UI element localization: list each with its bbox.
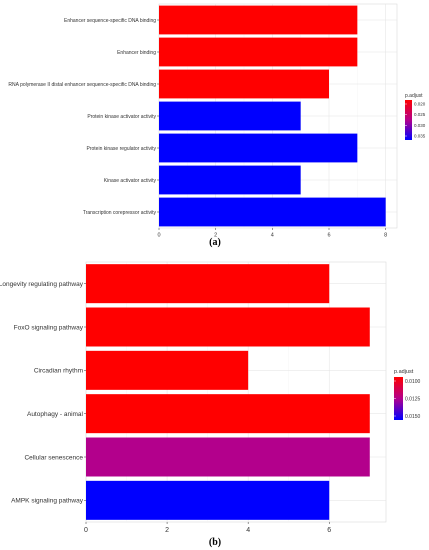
category-label: Protein kinase activator activity xyxy=(87,114,156,120)
category-label: Transcription corepressor activity xyxy=(83,210,157,216)
category-label: Enhancer sequence-specific DNA binding xyxy=(64,18,156,24)
category-label: FoxO signaling pathway xyxy=(14,324,84,331)
bar xyxy=(159,101,301,131)
bar xyxy=(86,394,370,434)
panel-b-x-tick-labels: 0 2 4 6 xyxy=(84,522,331,534)
legend-label: 0.030 xyxy=(414,123,426,128)
panel-a-category-labels: Enhancer sequence-specific DNA binding En… xyxy=(8,18,159,216)
bar xyxy=(86,437,370,477)
x-tick-label: 4 xyxy=(246,527,250,534)
panel-b-legend-title: p.adjust xyxy=(394,369,414,375)
bar xyxy=(159,37,358,67)
category-label: Kinase activator activity xyxy=(104,178,157,184)
bar xyxy=(159,133,358,163)
legend-label: 0.0125 xyxy=(405,396,421,402)
panel-a-legend-colorbar xyxy=(405,100,412,140)
x-tick-label: 2 xyxy=(165,527,169,534)
legend-label: 0.020 xyxy=(414,102,426,107)
bar xyxy=(86,264,330,304)
category-label: Enhancer binding xyxy=(117,50,156,56)
category-label: Protein kinase regulator activity xyxy=(87,146,157,152)
panel-b-chart: Longevity regulating pathway FoxO signali… xyxy=(0,261,421,548)
panel-b-category-labels: Longevity regulating pathway FoxO signali… xyxy=(0,281,86,505)
x-tick-label: 6 xyxy=(327,527,331,534)
x-tick-label: 8 xyxy=(384,233,387,239)
bar xyxy=(86,307,370,347)
panel-b-plot-area xyxy=(85,261,387,523)
bar xyxy=(159,197,386,227)
panel-b-legend: p.adjust 0.0100 0.0125 0.0150 xyxy=(394,369,421,420)
category-label: AMPK signaling pathway xyxy=(11,498,84,505)
panel-a-label: (a) xyxy=(209,237,221,248)
panel-a-legend-title: p.adjust xyxy=(405,93,423,99)
panel-b-legend-colorbar xyxy=(394,377,403,420)
panel-a-legend-labels: 0.020 0.025 0.030 0.035 xyxy=(405,102,426,139)
bar xyxy=(159,165,301,195)
category-label: Circadian rhythm xyxy=(34,368,83,375)
bar xyxy=(159,5,358,35)
bar xyxy=(86,480,330,520)
category-label: Longevity regulating pathway xyxy=(0,281,84,288)
panel-a-bars xyxy=(159,5,386,227)
legend-label: 0.0150 xyxy=(405,414,421,420)
category-label: Autophagy - animal xyxy=(27,411,84,418)
x-tick-label: 0 xyxy=(84,527,88,534)
legend-label: 0.025 xyxy=(414,112,426,117)
panel-a-legend: p.adjust 0.020 0.025 0.030 0.035 xyxy=(405,93,426,140)
panel-a-x-tick-labels: 0 2 4 6 8 xyxy=(157,228,387,239)
panel-a-chart: Enhancer sequence-specific DNA binding En… xyxy=(8,3,426,248)
legend-label: 0.0100 xyxy=(405,379,421,385)
panel-b-label: (b) xyxy=(209,537,221,548)
legend-label: 0.035 xyxy=(414,134,426,139)
panel-b-legend-labels: 0.0100 0.0125 0.0150 xyxy=(394,379,421,420)
category-label: RNA polymerase II distal enhancer sequen… xyxy=(8,82,156,88)
category-label: Cellular senescence xyxy=(24,454,83,461)
bar xyxy=(86,350,249,390)
x-tick-label: 0 xyxy=(157,233,160,239)
x-tick-label: 2 xyxy=(214,233,217,239)
bar xyxy=(159,69,329,99)
x-tick-label: 4 xyxy=(271,233,274,239)
panel-b-bars xyxy=(86,264,370,520)
x-tick-label: 6 xyxy=(327,233,330,239)
